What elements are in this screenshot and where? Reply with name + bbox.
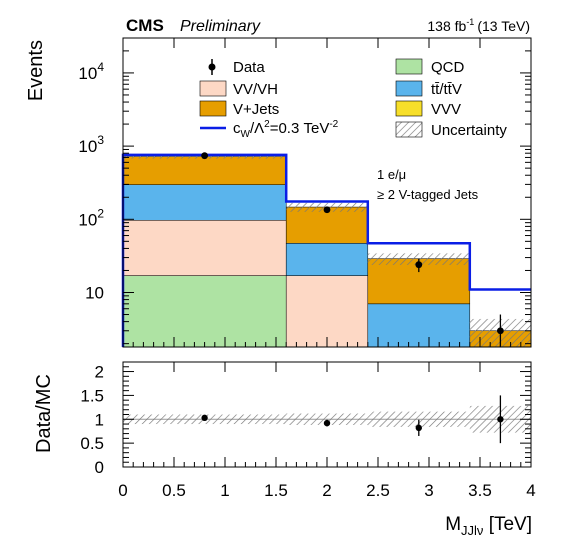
data-point [323, 206, 331, 214]
ratio-point [415, 424, 422, 432]
ratio-band-bin-3 [367, 411, 470, 427]
legend: Data VV/VH V+Jets cW/Λ2=0.3 TeV-2 QCD tt… [199, 58, 507, 140]
x-tick-label: 1 [220, 481, 229, 500]
legend-vvv-label: VVV [431, 101, 461, 118]
lumi-energy: (13 TeV) [477, 18, 530, 34]
main-plot-frame [122, 37, 532, 348]
y-axis-label-ratio: Data/MC [33, 374, 55, 453]
data-points [201, 152, 504, 347]
legend-vjets: V+Jets [199, 100, 279, 118]
data-point [201, 152, 209, 160]
ratio-points [201, 395, 504, 444]
bar-vv-bin-2 [285, 275, 369, 348]
ratio-point [323, 419, 331, 427]
ratio-y-tick-label: 1 [95, 410, 104, 429]
legend-signal: cW/Λ2=0.3 TeV-2 [200, 119, 339, 140]
ratio-band-bin-2 [286, 413, 368, 425]
stacked-histogram [122, 156, 532, 348]
preliminary-label: Preliminary [180, 18, 261, 35]
x-tick-label: 0.5 [162, 481, 186, 500]
x-axis-label: MJJlν [TeV] [445, 514, 532, 538]
signal-line [121, 153, 531, 347]
ratio-uncertainty-band [123, 405, 531, 433]
legend-signal-label: cW/Λ2=0.3 TeV-2 [233, 119, 339, 140]
lumi-label: 138 fb-1 (13 TeV) [427, 17, 530, 34]
signal-step-line [121, 153, 531, 347]
legend-ttbar: tt̄/tt̄V [395, 80, 462, 98]
legend-data-label: Data [233, 59, 265, 76]
annotation-vtag: ≥ 2 V-tagged Jets [377, 187, 479, 202]
y-tick-label: 104 [78, 60, 104, 83]
y-tick-label: 10 [85, 283, 104, 302]
ratio-y-tick-label: 0 [95, 458, 104, 477]
x-tick-label: 0 [118, 481, 127, 500]
ratio-y-tick-label: 1.5 [80, 386, 104, 405]
data-point [497, 327, 504, 335]
data-point [415, 261, 423, 269]
x-tick-label: 2 [322, 481, 331, 500]
legend-data: Data [208, 59, 265, 76]
y-axis-label-events: Events [25, 40, 47, 101]
legend-uncertainty: Uncertainty [395, 121, 507, 139]
legend-qcd: QCD [395, 58, 465, 76]
x-tick-label: 3 [424, 481, 433, 500]
x-tick-label: 2.5 [366, 481, 390, 500]
bar-ttbar-bin-2 [285, 243, 369, 276]
legend-qcd-label: QCD [431, 59, 465, 76]
bar-qcd-bin-1 [122, 275, 287, 348]
annotation-lepton: 1 e/μ [377, 167, 406, 182]
lumi-value: 138 fb [427, 18, 466, 34]
ratio-plot-frame [122, 361, 532, 468]
ratio-y-tick-label: 0.5 [80, 434, 104, 453]
ratio-point [497, 416, 504, 423]
ratio-y-tick-label: 2 [95, 363, 104, 382]
ratio-point [201, 414, 208, 422]
x-tick-label: 1.5 [264, 481, 288, 500]
ratio-panel: 0 0.5 1 1.5 2 0 0.5 1 1.5 2 2.5 3 3.5 4 Data/MC MJJlν… [33, 342, 536, 538]
x-tick-label: 3.5 [468, 481, 492, 500]
bar-ttbar-bin-1 [122, 184, 287, 221]
lumi-exponent: -1 [466, 17, 474, 27]
bar-ttbar-bin-3 [367, 303, 471, 348]
legend-uncertainty-label: Uncertainty [431, 122, 507, 139]
cms-label: CMS [126, 16, 164, 35]
bar-vjets-bin-1 [122, 156, 287, 185]
legend-ttbar-label: tt̄/tt̄V [431, 81, 462, 98]
y-tick-label: 102 [78, 206, 104, 229]
ratio-axes: 0 0.5 1 1.5 2 0 0.5 1 1.5 2 2.5 3 3.5 4 [80, 342, 536, 500]
y-tick-label: 103 [78, 133, 104, 156]
x-tick-label: 4 [526, 481, 535, 500]
legend-vjets-label: V+Jets [233, 101, 279, 118]
bar-vv-bin-1 [122, 220, 287, 276]
main-axes: 10 102 103 104 [78, 37, 532, 347]
main-plot-panel: 10 102 103 104 Events [25, 37, 532, 348]
legend-vv-label: VV/VH [233, 81, 278, 98]
legend-vv: VV/VH [199, 80, 278, 98]
bar-vjets-bin-3 [367, 258, 471, 305]
legend-vvv: VVV [395, 100, 461, 118]
